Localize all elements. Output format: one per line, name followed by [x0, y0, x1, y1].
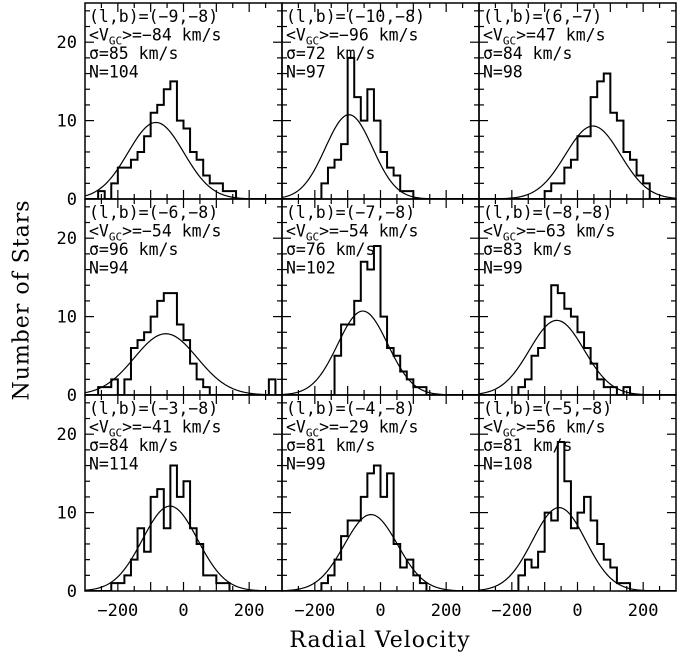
- panel-data: [85, 80, 282, 199]
- y-tick-label: 10: [57, 308, 77, 328]
- panel-annotation: σ=84 km/s: [89, 436, 178, 455]
- panel-data: [85, 464, 282, 591]
- panel-annotation: (l,b)=(−9,−8): [89, 7, 218, 26]
- panel-2-2: −200 0 200 (l,b)=(−5,−8)<VGC>=56 km/sσ=81 k…: [478, 394, 677, 621]
- histogram-series: [282, 56, 479, 199]
- panel-annotation: <VGC>=−96 km/s: [286, 26, 418, 48]
- gaussian-fit-curve: [479, 125, 676, 199]
- panel-annotation: (l,b)=(−6,−8): [89, 203, 218, 222]
- y-tick-label: 10: [57, 504, 77, 524]
- x-tick-label: 0: [572, 601, 582, 621]
- histogram-series: [479, 72, 676, 199]
- panel-annotation: N=102: [286, 259, 336, 278]
- panel-annotation: <VGC>=−54 km/s: [89, 222, 221, 244]
- panel-annotation: (l,b)=(6,−7): [483, 7, 602, 26]
- x-tick-label: 200: [628, 601, 659, 621]
- x-tick-label: −200: [294, 601, 335, 621]
- gaussian-fit-curve: [282, 310, 479, 395]
- panel-0-0: 0 10 20 (l,b)=(−9,−8)<VGC>=−84 km/sσ=85 km/…: [57, 2, 283, 210]
- panel-annotation: <VGC>=−29 km/s: [286, 418, 418, 440]
- panel-1-2: (l,b)=(−8,−8)<VGC>=−63 km/sσ=83 km/sN=99: [478, 198, 677, 396]
- histogram-series: [282, 464, 479, 591]
- panel-annotation: N=94: [89, 259, 129, 278]
- panel-annotation: <VGC>=−63 km/s: [483, 222, 615, 244]
- panel-0-2: (l,b)=(6,−7)<VGC>=47 km/sσ=84 km/sN=98: [478, 2, 677, 200]
- panel-2-1: −200 0 200 (l,b)=(−4,−8)<VGC>=−29 km/sσ=81 …: [281, 394, 480, 621]
- panel-annotation: (l,b)=(−4,−8): [286, 399, 415, 418]
- y-tick-label: 20: [57, 33, 77, 53]
- y-tick-label: 20: [57, 229, 77, 249]
- gaussian-fit-curve: [282, 513, 479, 591]
- y-tick-label: 0: [67, 386, 77, 406]
- x-tick-label: 200: [431, 601, 462, 621]
- panel-annotation: (l,b)=(−8,−8): [483, 203, 612, 222]
- histogram-series: [479, 441, 676, 591]
- y-tick-label: 10: [57, 112, 77, 132]
- y-axis-label: Number of Stars: [9, 199, 35, 401]
- panel-annotation: σ=72 km/s: [286, 44, 375, 63]
- panel-data: [85, 292, 282, 395]
- x-tick-label: 0: [178, 601, 188, 621]
- panel-0-1: (l,b)=(−10,−8)<VGC>=−96 km/sσ=72 km/sN=9…: [281, 2, 480, 200]
- panel-annotation: <VGC>=56 km/s: [483, 418, 606, 440]
- panel-annotation: N=114: [89, 455, 139, 474]
- gaussian-fit-curve: [85, 333, 282, 395]
- panel-annotation: σ=96 km/s: [89, 240, 178, 259]
- panel-annotation: (l,b)=(−7,−8): [286, 203, 415, 222]
- x-axis-label: Radial Velocity: [289, 628, 471, 653]
- x-tick-label: 0: [375, 601, 385, 621]
- panel-1-1: (l,b)=(−7,−8)<VGC>=−54 km/sσ=76 km/sN=10…: [281, 198, 480, 396]
- panel-annotation: <VGC>=−54 km/s: [286, 222, 418, 244]
- panel-annotation: σ=81 km/s: [286, 436, 375, 455]
- panel-annotation: (l,b)=(−5,−8): [483, 399, 612, 418]
- panel-annotation: <VGC>=−41 km/s: [89, 418, 221, 440]
- panel-annotation: N=99: [286, 455, 326, 474]
- y-tick-label: 0: [67, 582, 77, 602]
- histogram-series: [479, 284, 676, 395]
- x-tick-label: −200: [97, 601, 138, 621]
- panel-annotation: N=99: [483, 259, 523, 278]
- gaussian-fit-curve: [85, 121, 282, 199]
- panel-data: [282, 464, 479, 591]
- x-tick-label: −200: [491, 601, 532, 621]
- panel-annotation: σ=76 km/s: [286, 240, 375, 259]
- panel-annotation: N=98: [483, 63, 523, 82]
- histogram-series: [85, 292, 282, 395]
- panel-annotation: σ=85 km/s: [89, 44, 178, 63]
- panel-2-0: 0 10 20 −200 0 200 (l,b)=(−3,−8)<VGC>=−41 km/s…: [57, 394, 283, 621]
- panel-annotation: σ=84 km/s: [483, 44, 572, 63]
- y-tick-label: 0: [67, 190, 77, 210]
- panel-annotation: (l,b)=(−3,−8): [89, 399, 218, 418]
- x-tick-label: 200: [234, 601, 265, 621]
- histogram-series: [282, 245, 479, 395]
- panel-annotation: (l,b)=(−10,−8): [286, 7, 425, 26]
- histogram-series: [85, 464, 282, 591]
- histogram-series: [85, 80, 282, 199]
- panel-annotation: <VGC>=47 km/s: [483, 26, 606, 48]
- y-tick-label: 20: [57, 425, 77, 445]
- gaussian-fit-curve: [85, 505, 282, 591]
- panel-annotation: <VGC>=−84 km/s: [89, 26, 221, 48]
- panel-annotation: σ=81 km/s: [483, 436, 572, 455]
- panel-annotation: σ=83 km/s: [483, 240, 572, 259]
- panel-data: [479, 284, 676, 395]
- panel-1-0: 0 10 20 (l,b)=(−6,−8)<VGC>=−54 km/sσ=96 km/…: [57, 198, 283, 406]
- panel-data: [479, 72, 676, 199]
- panel-annotation: N=97: [286, 63, 326, 82]
- panel-annotation: N=108: [483, 455, 533, 474]
- panel-annotation: N=104: [89, 63, 139, 82]
